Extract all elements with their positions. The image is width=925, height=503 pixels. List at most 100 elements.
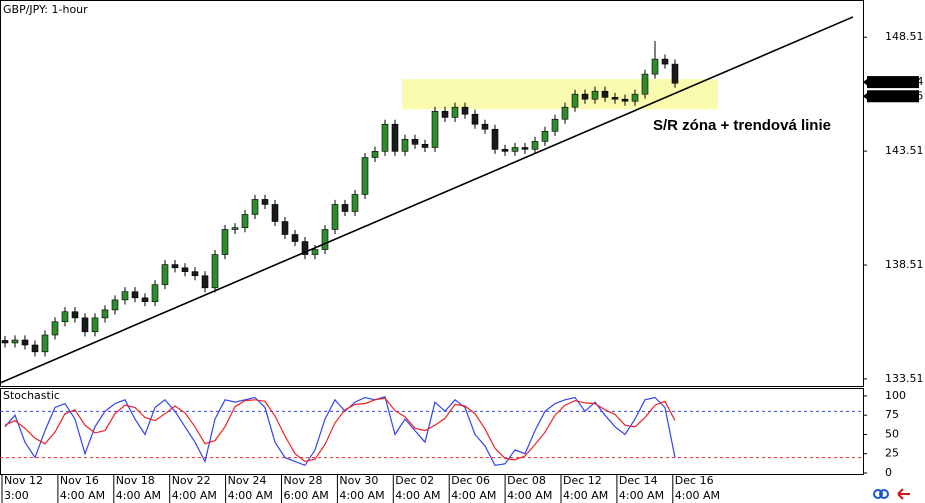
candle-body (401, 138, 409, 152)
candle-body (161, 264, 169, 285)
x-tick-date: Dec 06 (451, 474, 490, 487)
candle-body (151, 284, 159, 303)
price-label: 146.05 (885, 89, 924, 102)
x-tick-time: 4:00 AM (507, 489, 552, 502)
candle-body (611, 97, 619, 100)
x-tick-date: Dec 16 (675, 474, 714, 487)
y-tick-label: 25 (885, 447, 899, 460)
candle-body (471, 113, 479, 125)
x-tick-time: 4:00 AM (675, 489, 720, 502)
candle-body (241, 214, 249, 228)
candle-body (141, 297, 149, 303)
candle-body (111, 299, 119, 311)
candle-body (491, 128, 499, 150)
candle-body (331, 204, 339, 230)
candle-body (61, 311, 69, 323)
candle-body (221, 229, 229, 255)
candle-body (231, 227, 239, 230)
price-label: 146.54 (885, 75, 924, 88)
candle-body (661, 58, 669, 65)
candle-body (601, 90, 609, 98)
candle-body (511, 147, 519, 152)
x-tick-time: 4:00 AM (228, 489, 273, 502)
x-tick-time: 4:00 AM (172, 489, 217, 502)
candle-body (171, 264, 179, 269)
x-tick-time: 4:00 AM (116, 489, 161, 502)
candle-body (131, 291, 139, 299)
x-tick-time: 4:00 AM (619, 489, 664, 502)
candle-body (31, 344, 39, 353)
x-tick-time: 6:00 AM (284, 489, 329, 502)
stochastic-title: Stochastic (3, 389, 60, 402)
candle-body (581, 93, 589, 100)
candle-body (531, 141, 539, 150)
candle-body (81, 317, 89, 333)
price-label-box (867, 76, 919, 89)
y-tick-label: 148.51 (885, 30, 924, 43)
candle-body (11, 339, 19, 344)
x-tick-time: 4:00 AM (451, 489, 496, 502)
x-tick-date: Nov 24 (228, 474, 267, 487)
candle-body (251, 199, 259, 215)
annotation: S/R zóna + trendová linie (653, 117, 831, 134)
candle-body (451, 106, 459, 118)
x-tick-time: 4:00 AM (395, 489, 440, 502)
x-tick-date: Nov 16 (60, 474, 99, 487)
candle-body (561, 106, 569, 120)
x-tick-time: 4:00 AM (339, 489, 384, 502)
candle-body (461, 106, 469, 115)
price-label-box (867, 90, 919, 103)
x-tick-time: 4:00 AM (563, 489, 608, 502)
x-tick-date: Dec 08 (507, 474, 546, 487)
candle-body (91, 317, 99, 333)
candle-body (641, 73, 649, 95)
candle-body (421, 143, 429, 148)
y-tick-label: 0 (885, 466, 892, 479)
main-panel (0, 0, 864, 387)
icon[interactable] (897, 488, 910, 500)
plot-layer: 133.51 138.51 143.51 148.51 0 25 50 75 100 (0, 16, 924, 479)
candle-body (211, 254, 219, 289)
y-tick-label: 143.51 (885, 144, 924, 157)
y-tick-label: 50 (885, 427, 899, 440)
x-tick-date: Nov 22 (172, 474, 211, 487)
candle-body (21, 339, 29, 346)
candle-body (71, 311, 79, 319)
candle-body (671, 63, 679, 84)
icon[interactable] (879, 489, 889, 499)
candle-body (261, 199, 269, 205)
x-tick-time: 3:00 (4, 489, 29, 502)
x-tick-date: Nov 18 (116, 474, 155, 487)
chart-title: GBP/JPY: 1-hour (3, 3, 88, 16)
candle-body (351, 194, 359, 212)
candle-body (631, 93, 639, 102)
stochastic-line (4, 397, 676, 463)
candle-body (341, 204, 349, 212)
candle-body (501, 149, 509, 152)
candle-body (1, 340, 9, 344)
icon[interactable] (873, 489, 883, 499)
candle-body (121, 291, 129, 301)
y-tick-label: 138.51 (885, 258, 924, 271)
candle-body (521, 147, 529, 150)
candle-body (551, 118, 559, 132)
price-label-arrow (863, 92, 868, 101)
price-label-arrow (863, 78, 868, 87)
candle-body (541, 131, 549, 142)
candle-body (301, 241, 309, 255)
candle-body (291, 234, 299, 242)
candle-body (481, 123, 489, 130)
candle-body (621, 98, 629, 102)
y-tick-label: 75 (885, 408, 899, 421)
candle-body (41, 334, 49, 353)
x-tick-date: Nov 28 (284, 474, 323, 487)
candle-body (191, 271, 199, 277)
toolbar-icons[interactable] (873, 488, 910, 500)
title-box (1, 2, 89, 16)
x-tick-time: 4:00 AM (60, 489, 105, 502)
x-tick-date: Dec 14 (619, 474, 658, 487)
stochastic-panel (0, 388, 864, 475)
y-tick-label: 133.51 (885, 372, 924, 385)
trendline (0, 16, 854, 384)
